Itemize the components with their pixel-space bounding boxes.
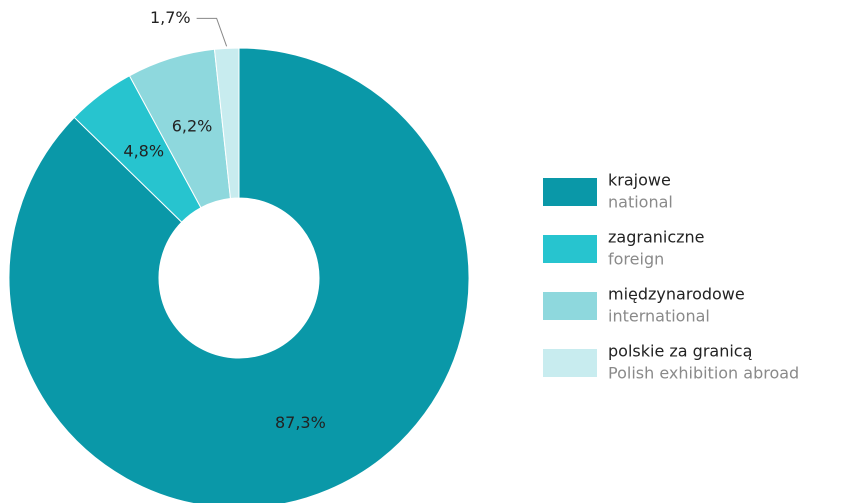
- legend-label: krajowe: [608, 171, 671, 190]
- slice-label: 6,2%: [172, 117, 213, 136]
- legend-label-en: foreign: [608, 250, 664, 269]
- slice-label: 87,3%: [275, 413, 326, 432]
- donut-slice: [213, 47, 240, 200]
- legend-label: zagraniczne: [608, 228, 705, 247]
- slice-label: 4,8%: [123, 141, 164, 160]
- legend-swatch: [543, 235, 597, 263]
- legend-label-en: Polish exhibition abroad: [608, 364, 799, 383]
- legend-swatch: [543, 292, 597, 320]
- slice-label: 1,7%: [150, 8, 191, 27]
- legend-label-en: national: [608, 193, 673, 212]
- legend-swatch: [543, 349, 597, 377]
- leader-line: [196, 17, 228, 47]
- legend-label-en: international: [608, 307, 710, 326]
- donut-slice: [8, 47, 470, 503]
- legend-label: polskie za granicą: [608, 342, 752, 361]
- legend-swatch: [543, 178, 597, 206]
- legend-label: międzynarodowe: [608, 285, 745, 304]
